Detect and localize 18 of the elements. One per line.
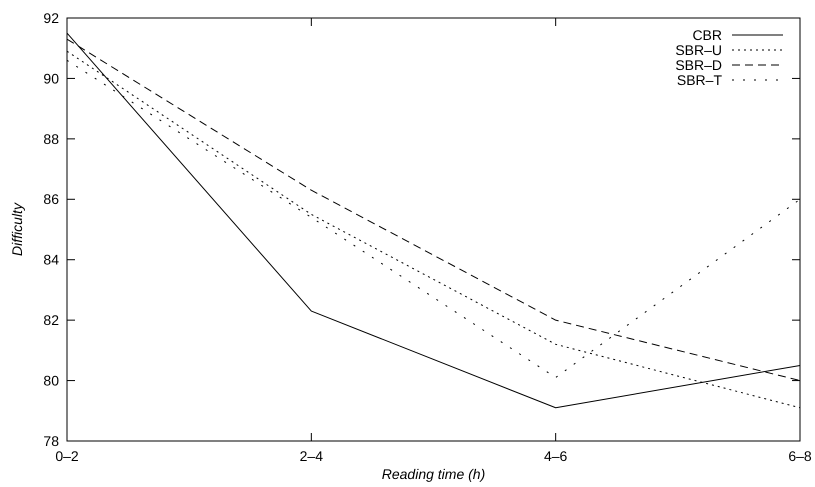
x-tick-label: 6–8 (788, 448, 812, 464)
y-axis-title: Difficulty (9, 202, 25, 256)
x-axis-title: Reading time (h) (382, 466, 486, 482)
y-tick-label: 88 (43, 130, 60, 147)
x-tick-label: 4–6 (544, 448, 568, 464)
legend-label: SBR–U (675, 42, 722, 58)
x-tick-label: 0–2 (55, 448, 79, 464)
y-tick-label: 84 (43, 252, 60, 268)
legend-label: SBR–D (675, 56, 722, 73)
y-tick-label: 86 (43, 191, 60, 208)
x-tick-label: 2–4 (300, 448, 324, 464)
legend-label: CBR (692, 26, 722, 43)
legend-label: SBR–T (676, 72, 722, 88)
y-tick-label: 82 (43, 312, 60, 328)
y-tick-label: 78 (43, 432, 60, 449)
y-tick-label: 92 (43, 10, 60, 26)
y-tick-label: 90 (43, 70, 60, 86)
y-tick-label: 80 (43, 372, 60, 388)
